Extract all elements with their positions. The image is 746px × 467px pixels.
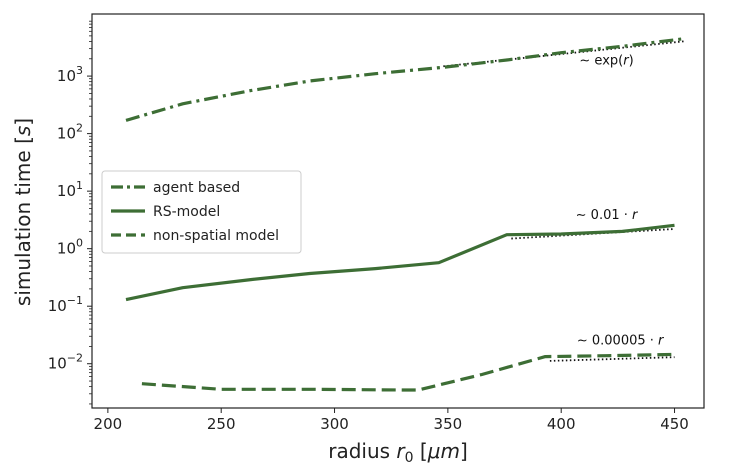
y-tick-label: 101 — [57, 179, 83, 200]
x-tick-label: 450 — [660, 415, 689, 433]
legend-label: non-spatial model — [153, 228, 279, 244]
fit-annotation: ∼ 0.01 · r — [576, 208, 639, 223]
legend-box — [101, 170, 302, 254]
x-tick-label: 200 — [94, 415, 123, 433]
y-tick-label: 10−1 — [48, 294, 83, 315]
legend-label: RS-model — [153, 204, 220, 220]
y-tick-label: 102 — [57, 122, 83, 143]
x-tick-label: 400 — [547, 415, 576, 433]
x-axis-ticks: 200 250 300 350 400 450 — [94, 408, 689, 433]
y-tick-label: 103 — [57, 64, 83, 85]
x-tick-label: 250 — [207, 415, 236, 433]
series-line — [125, 223, 675, 302]
y-axis-ticks: 10−2 10−1 100 101 102 103 — [48, 20, 92, 405]
x-tick-label: 300 — [320, 415, 349, 433]
fit-annotations: ∼ exp(r) ∼ 0.01 · r ∼ 0.00005 · r — [576, 53, 665, 348]
x-axis-label: radius r0 [μm] — [328, 439, 468, 466]
series-line — [125, 36, 687, 122]
legend: agent based RS-model non-spatial model — [101, 170, 302, 254]
fit-line — [549, 356, 675, 362]
fit-annotation: ∼ exp(r) — [579, 53, 633, 68]
y-tick-label: 100 — [57, 237, 83, 258]
fit-line — [511, 228, 675, 240]
fit-annotation: ∼ 0.00005 · r — [577, 334, 665, 349]
series-lines — [125, 36, 687, 392]
legend-label: agent based — [153, 180, 240, 196]
y-tick-label: 10−2 — [48, 352, 83, 373]
y-axis-label: simulation time [s] — [11, 118, 35, 306]
series-line — [141, 352, 675, 392]
x-tick-label: 350 — [434, 415, 463, 433]
